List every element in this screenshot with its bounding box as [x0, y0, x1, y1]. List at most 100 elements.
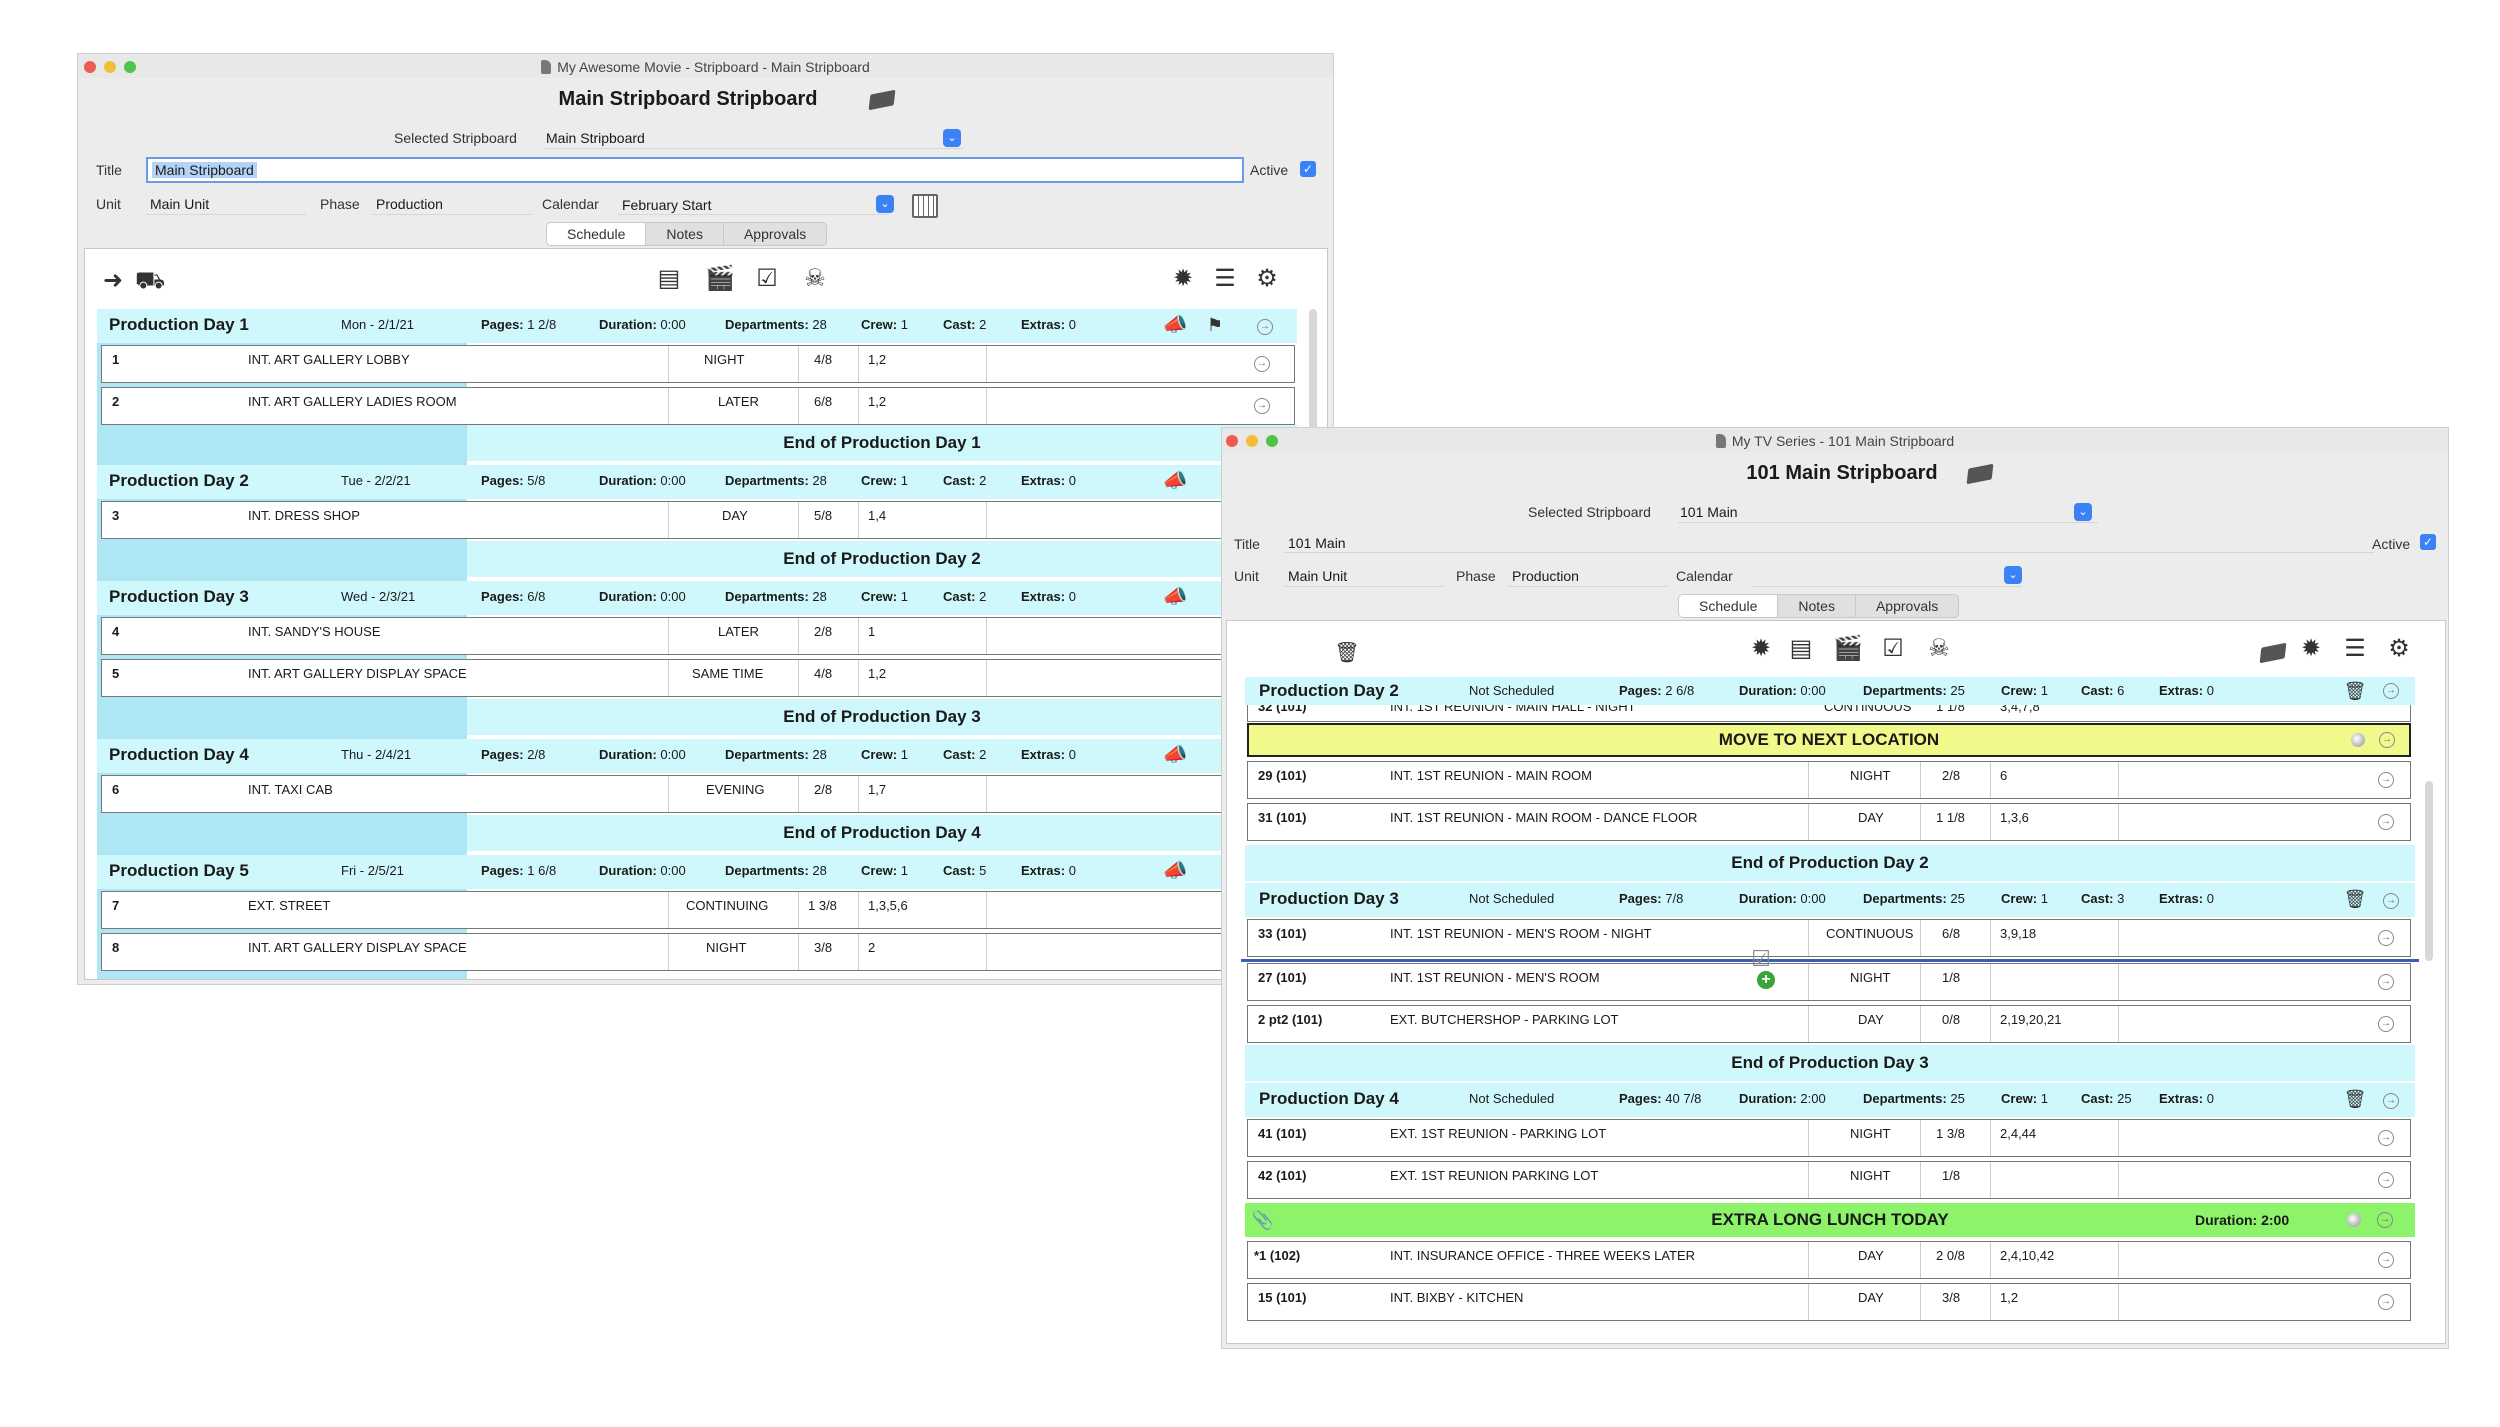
megaphone-icon[interactable]: 📣 [1162, 744, 1188, 766]
tab-approvals[interactable]: Approvals [1875, 598, 1939, 614]
scene-strip[interactable]: 5 INT. ART GALLERY DISPLAY SPACE SAME TI… [101, 659, 1295, 697]
scene-strip[interactable]: 42 (101) EXT. 1ST REUNION PARKING LOT NI… [1247, 1161, 2411, 1199]
calendar-icon[interactable] [912, 194, 938, 218]
chevron-down-icon[interactable]: ⌄ [876, 195, 894, 213]
scene-strip[interactable]: 7 EXT. STREET CONTINUING 1 3/8 1,3,5,6 [101, 891, 1295, 929]
end-of-day-strip[interactable]: End of Production Day 3 [1245, 1045, 2415, 1081]
truck-icon[interactable]: ⛟ [135, 267, 166, 294]
scene-strip[interactable]: 27 (101) INT. 1ST REUNION - MEN'S ROOM N… [1247, 963, 2411, 1001]
phase-field[interactable]: Production [372, 194, 532, 215]
checkbox-icon[interactable]: ☑ [756, 265, 778, 292]
close-window-button[interactable] [84, 61, 96, 73]
torch-icon[interactable]: ⚑ [1206, 315, 1224, 335]
calendar-select[interactable]: February Start [618, 194, 888, 215]
megaphone-icon[interactable]: 📣 [1162, 314, 1188, 336]
scene-strip[interactable]: 33 (101) INT. 1ST REUNION - MEN'S ROOM -… [1247, 919, 2411, 957]
scene-strip[interactable]: 41 (101) EXT. 1ST REUNION - PARKING LOT … [1247, 1119, 2411, 1157]
move-location-banner[interactable]: MOVE TO NEXT LOCATION → [1247, 723, 2411, 757]
unit-field[interactable]: Main Unit [146, 194, 306, 215]
tab-notes[interactable]: Notes [646, 223, 724, 245]
end-of-day-strip[interactable]: End of Production Day 4 [467, 815, 1297, 851]
production-day-strip[interactable]: Production Day 3 Wed - 2/3/21 Pages: 6/8… [97, 581, 1297, 615]
trash-icon[interactable]: 🗑 [2343, 1089, 2367, 1109]
megaphone-icon[interactable]: 📣 [1162, 470, 1188, 492]
title-field[interactable]: Main Stripboard [146, 157, 1244, 183]
scene-strip[interactable]: 1 INT. ART GALLERY LOBBY NIGHT 4/8 1,2 → [101, 345, 1295, 383]
row-action-icon[interactable]: → [2383, 893, 2399, 909]
row-action-icon[interactable]: → [2383, 1093, 2399, 1109]
trash-icon[interactable]: 🗑 [2343, 681, 2367, 701]
end-of-day-strip[interactable]: End of Production Day 2 [1245, 845, 2415, 881]
row-action-icon[interactable]: → [2378, 974, 2394, 990]
row-action-icon[interactable]: → [2378, 1294, 2394, 1310]
scene-strip[interactable]: 3 INT. DRESS SHOP DAY 5/8 1,4 [101, 501, 1295, 539]
minimize-window-button[interactable] [104, 61, 116, 73]
scene-strip[interactable]: 31 (101) INT. 1ST REUNION - MAIN ROOM - … [1247, 803, 2411, 841]
scene-strip[interactable]: 6 INT. TAXI CAB EVENING 2/8 1,7 [101, 775, 1295, 813]
chevron-down-icon[interactable]: ⌄ [2004, 566, 2022, 584]
scene-strip[interactable]: 2 pt2 (101) EXT. BUTCHERSHOP - PARKING L… [1247, 1005, 2411, 1043]
trash-icon[interactable]: 🗑 [2343, 889, 2367, 909]
gear-icon[interactable]: ⚙ [1256, 265, 1278, 292]
production-day-strip[interactable]: Production Day 4 Thu - 2/4/21 Pages: 2/8… [97, 739, 1297, 773]
clapperboard-icon[interactable] [868, 89, 896, 111]
row-action-icon[interactable]: → [1254, 356, 1270, 372]
end-of-day-strip[interactable]: End of Production Day 2 [467, 541, 1297, 577]
end-of-day-strip[interactable]: End of Production Day 1 [467, 425, 1297, 461]
tab-approvals[interactable]: Approvals [743, 226, 807, 242]
production-day-strip[interactable]: Production Day 5 Fri - 2/5/21 Pages: 1 6… [97, 855, 1297, 889]
clapperboard-icon[interactable] [2259, 642, 2287, 664]
row-action-icon[interactable]: → [1257, 319, 1273, 335]
sun-icon[interactable]: ✹ [2300, 635, 2322, 662]
row-action-icon[interactable]: → [2377, 1212, 2393, 1228]
skull-icon[interactable]: ☠ [1928, 635, 1950, 662]
row-action-icon[interactable]: → [2378, 1172, 2394, 1188]
title-bar[interactable]: My TV Series - 101 Main Stripboard [1222, 428, 2448, 452]
production-day-strip[interactable]: Production Day 2 Tue - 2/2/21 Pages: 5/8… [97, 465, 1297, 499]
list-icon[interactable]: ☰ [1214, 265, 1236, 292]
calendar-select[interactable] [1752, 566, 2022, 587]
sun-icon[interactable]: ✹ [1750, 635, 1772, 662]
skull-icon[interactable]: ☠ [804, 265, 826, 292]
vertical-scrollbar[interactable] [2425, 781, 2433, 961]
zoom-window-button[interactable] [1266, 435, 1278, 447]
zoom-window-button[interactable] [124, 61, 136, 73]
gear-icon[interactable]: ⚙ [2388, 635, 2410, 662]
active-checkbox[interactable]: ✓ [2420, 534, 2436, 550]
production-day-strip[interactable]: Production Day 2 Not Scheduled Pages: 2 … [1245, 677, 2415, 705]
production-day-strip[interactable]: Production Day 1 Mon - 2/1/21 Pages: 1 2… [97, 309, 1297, 343]
checkbox-icon[interactable]: ☑ [1882, 635, 1904, 662]
row-action-icon[interactable]: → [2378, 1016, 2394, 1032]
row-action-icon[interactable]: → [2378, 1252, 2394, 1268]
unit-field[interactable]: Main Unit [1284, 566, 1444, 587]
active-checkbox[interactable]: ✓ [1300, 161, 1316, 177]
chevron-down-icon[interactable]: ⌄ [943, 129, 961, 147]
film-board-icon[interactable]: ▤ [657, 265, 681, 292]
vertical-scrollbar[interactable] [1309, 309, 1317, 439]
scene-strip[interactable]: 15 (101) INT. BIXBY - KITCHEN DAY 3/8 1,… [1247, 1283, 2411, 1321]
row-action-icon[interactable]: → [2378, 814, 2394, 830]
tab-schedule[interactable]: Schedule [547, 223, 647, 245]
sun-icon[interactable]: ✹ [1172, 265, 1194, 292]
end-of-day-strip[interactable]: End of Production Day 3 [467, 699, 1297, 735]
row-action-icon[interactable]: → [2378, 930, 2394, 946]
trash-icon[interactable]: 🗑 [1334, 642, 1360, 664]
tab-notes[interactable]: Notes [1778, 595, 1856, 617]
megaphone-icon[interactable]: 📣 [1162, 860, 1188, 882]
production-day-strip[interactable]: Production Day 3 Not Scheduled Pages: 7/… [1245, 883, 2415, 917]
close-window-button[interactable] [1226, 435, 1238, 447]
megaphone-icon[interactable]: 📣 [1162, 586, 1188, 608]
row-action-icon[interactable]: → [2383, 683, 2399, 699]
row-action-icon[interactable]: → [2379, 732, 2395, 748]
selected-stripboard-select[interactable]: 101 Main [1678, 502, 2098, 523]
production-day-strip[interactable]: Production Day 4 Not Scheduled Pages: 40… [1245, 1083, 2415, 1117]
clapper-icon[interactable]: 🎬 [1833, 635, 1863, 662]
list-icon[interactable]: ☰ [2344, 635, 2366, 662]
scene-strip[interactable]: 2 INT. ART GALLERY LADIES ROOM LATER 6/8… [101, 387, 1295, 425]
scene-strip[interactable]: 29 (101) INT. 1ST REUNION - MAIN ROOM NI… [1247, 761, 2411, 799]
row-action-icon[interactable]: → [1254, 398, 1270, 414]
tab-schedule[interactable]: Schedule [1679, 595, 1779, 617]
clapper-icon[interactable]: 🎬 [705, 265, 735, 292]
row-action-icon[interactable]: → [2378, 772, 2394, 788]
scene-strip[interactable]: 4 INT. SANDY'S HOUSE LATER 2/8 1 [101, 617, 1295, 655]
